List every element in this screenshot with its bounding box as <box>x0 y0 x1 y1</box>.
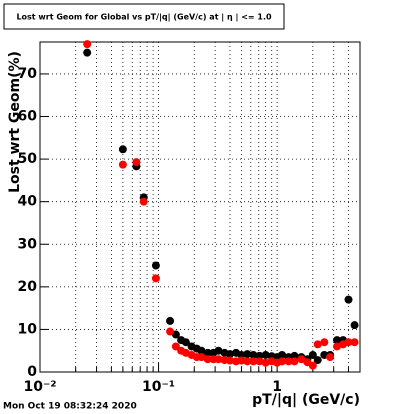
data-point <box>278 350 287 359</box>
data-point <box>344 338 353 347</box>
y-tick-label: 30 <box>18 236 38 252</box>
data-point <box>333 336 342 345</box>
data-point <box>243 350 252 359</box>
data-point <box>225 350 234 359</box>
data-point <box>326 353 335 362</box>
y-tick-label: 70 <box>18 66 38 82</box>
y-axis-label: Lost wrt Geom(%) <box>7 51 23 193</box>
title-box <box>3 3 285 30</box>
data-point <box>203 348 212 357</box>
y-tick-label: 50 <box>18 151 38 167</box>
y-tick-label: 60 <box>18 109 38 125</box>
data-point <box>255 351 264 360</box>
data-point <box>290 351 299 360</box>
data-point <box>237 356 246 365</box>
data-point <box>243 357 252 366</box>
x-axis-label: pT/|q| (GeV/c) <box>252 392 360 408</box>
chart-title: Lost wrt Geom for Global vs pT/|q| (GeV/… <box>16 13 272 22</box>
data-point <box>203 355 212 364</box>
x-tick-label: 10⁻² <box>23 379 56 395</box>
data-point <box>197 353 206 362</box>
data-point <box>118 160 127 169</box>
data-point <box>278 357 287 366</box>
y-tick-label: 0 <box>27 364 37 380</box>
data-point <box>261 358 270 367</box>
data-point <box>118 145 127 154</box>
data-point <box>320 338 329 347</box>
data-point <box>261 350 270 359</box>
data-point <box>249 357 258 366</box>
data-point <box>350 321 359 330</box>
data-point <box>249 350 258 359</box>
x-tick-label: 10⁻¹ <box>142 379 175 395</box>
data-point <box>139 197 148 206</box>
data-point <box>255 357 264 366</box>
data-point <box>166 316 175 325</box>
data-point <box>313 340 322 349</box>
plot-frame <box>39 41 361 373</box>
y-tick-label: 10 <box>18 321 38 337</box>
data-point <box>308 361 317 370</box>
data-point <box>197 346 206 355</box>
data-point <box>290 357 299 366</box>
data-point <box>83 40 92 49</box>
data-point <box>284 357 293 366</box>
data-point <box>350 338 359 347</box>
data-point <box>214 346 223 355</box>
data-point <box>313 356 322 365</box>
data-point <box>333 342 342 351</box>
footer: Mon Oct 19 08:32:24 2020 <box>3 402 137 412</box>
data-point <box>83 48 92 57</box>
data-point <box>181 338 190 347</box>
data-point <box>237 350 246 359</box>
y-tick-label: 20 <box>18 279 38 295</box>
data-point <box>225 356 234 365</box>
data-point <box>166 327 175 336</box>
x-tick-label: 1 <box>272 379 282 395</box>
data-point <box>132 158 141 167</box>
data-point <box>344 295 353 304</box>
data-point <box>214 355 223 364</box>
data-point <box>151 274 160 283</box>
data-point <box>151 261 160 270</box>
data-point <box>297 355 306 364</box>
data-point <box>308 350 317 359</box>
y-tick-label: 40 <box>18 194 38 210</box>
